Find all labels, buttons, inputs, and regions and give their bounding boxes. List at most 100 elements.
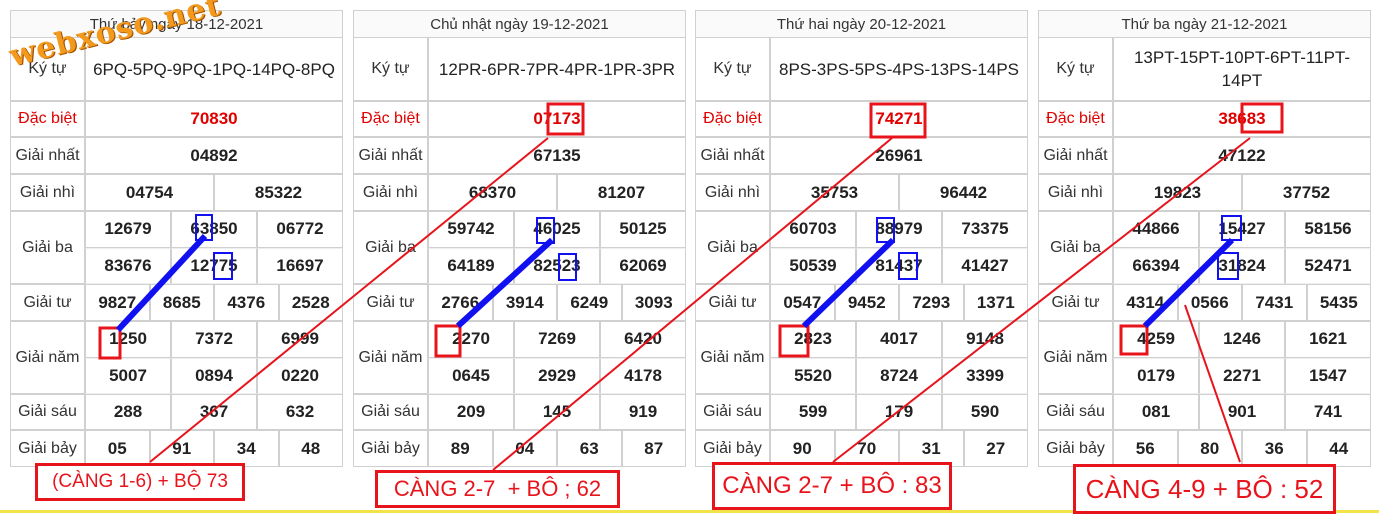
row-label: Giải bảy	[353, 430, 428, 467]
prize-number: 7269	[514, 321, 600, 358]
prize-number: 5007	[85, 357, 171, 394]
row-label: Đặc biệt	[695, 101, 770, 137]
prize-number: 70830	[85, 101, 343, 137]
row-label: Ký tự	[353, 37, 428, 101]
prize-number: 741	[1285, 394, 1371, 430]
table-title: Chủ nhật ngày 19-12-2021	[353, 10, 686, 38]
prize-number: 89	[428, 430, 493, 467]
row-label: Giải năm	[695, 321, 770, 394]
prize-number: 59742	[428, 211, 514, 248]
prize-number: 50539	[770, 247, 856, 284]
prize-number: 2271	[1199, 357, 1285, 394]
serial: 12PR-6PR-7PR-4PR-1PR-3PR	[428, 37, 686, 101]
row-label: Giải nhất	[1038, 137, 1113, 174]
row-label: Giải nhì	[695, 174, 770, 211]
prize-number: 9452	[834, 284, 899, 321]
prize-number: 8724	[856, 357, 942, 394]
row-label: Giải nhất	[353, 137, 428, 174]
prize-number: 4178	[600, 357, 686, 394]
row-label: Giải sáu	[695, 394, 770, 430]
prize-number: 4017	[856, 321, 942, 358]
prize-number: 19823	[1113, 174, 1242, 211]
prize-number: 52471	[1285, 247, 1371, 284]
prize-number: 4314	[1113, 284, 1178, 321]
prize-number: 12679	[85, 211, 171, 248]
prize-number: 1371	[963, 284, 1028, 321]
note: CÀNG 2-7 + BÔ ; 62	[375, 470, 620, 508]
note: CÀNG 4-9 + BÔ : 52	[1073, 464, 1336, 514]
prize-number: 3914	[492, 284, 557, 321]
prize-number: 37752	[1242, 174, 1371, 211]
prize-number: 2823	[770, 321, 856, 358]
row-label: Giải ba	[1038, 211, 1113, 284]
prize-number: 64189	[428, 247, 514, 284]
row-label: Giải nhì	[10, 174, 85, 211]
prize-number: 7293	[899, 284, 964, 321]
prize-number: 73375	[942, 211, 1028, 248]
prize-number: 44	[1306, 430, 1371, 467]
row-label: Ký tự	[695, 37, 770, 101]
prize-number: 2528	[278, 284, 343, 321]
prize-number: 7372	[171, 321, 257, 358]
prize-number: 5435	[1306, 284, 1371, 321]
prize-number: 6249	[557, 284, 622, 321]
prize-number: 1246	[1199, 321, 1285, 358]
prize-number: 96442	[899, 174, 1028, 211]
prize-number: 04892	[85, 137, 343, 174]
prize-number: 41427	[942, 247, 1028, 284]
row-label: Giải tư	[10, 284, 85, 321]
row-label: Giải tư	[353, 284, 428, 321]
prize-number: 60703	[770, 211, 856, 248]
prize-number: 63	[557, 430, 622, 467]
row-label: Giải nhất	[695, 137, 770, 174]
prize-number: 88979	[856, 211, 942, 248]
prize-number: 2270	[428, 321, 514, 358]
row-label: Giải năm	[10, 321, 85, 394]
prize-number: 7431	[1242, 284, 1307, 321]
row-label: Giải nhì	[353, 174, 428, 211]
prize-number: 85322	[214, 174, 343, 211]
table-title: Thứ hai ngày 20-12-2021	[695, 10, 1028, 38]
prize-number: 87	[621, 430, 686, 467]
row-label: Ký tự	[1038, 37, 1113, 101]
prize-number: 9148	[942, 321, 1028, 358]
prize-number: 8685	[149, 284, 214, 321]
prize-number: 2929	[514, 357, 600, 394]
row-label: Giải năm	[353, 321, 428, 394]
prize-number: 145	[514, 394, 600, 430]
prize-number: 50125	[600, 211, 686, 248]
prize-number: 46025	[514, 211, 600, 248]
prize-number: 07173	[428, 101, 686, 137]
row-label: Giải ba	[353, 211, 428, 284]
prize-number: 3093	[621, 284, 686, 321]
prize-number: 901	[1199, 394, 1285, 430]
prize-number: 6420	[600, 321, 686, 358]
prize-number: 66394	[1113, 247, 1199, 284]
prize-number: 209	[428, 394, 514, 430]
row-label: Giải nhì	[1038, 174, 1113, 211]
prize-number: 0547	[770, 284, 835, 321]
row-label: Giải nhất	[10, 137, 85, 174]
note: (CÀNG 1-6) + BỘ 73	[35, 463, 245, 501]
prize-number: 288	[85, 394, 171, 430]
prize-number: 5520	[770, 357, 856, 394]
prize-number: 48	[278, 430, 343, 467]
prize-number: 62069	[600, 247, 686, 284]
prize-number: 34	[214, 430, 279, 467]
prize-number: 919	[600, 394, 686, 430]
prize-number: 632	[257, 394, 343, 430]
prize-number: 4376	[214, 284, 279, 321]
prize-number: 27	[963, 430, 1028, 467]
prize-number: 06772	[257, 211, 343, 248]
row-label: Giải ba	[10, 211, 85, 284]
table-title: Thứ bảy ngày 18-12-2021	[10, 10, 343, 38]
prize-number: 0179	[1113, 357, 1199, 394]
prize-number: 58156	[1285, 211, 1371, 248]
prize-number: 590	[942, 394, 1028, 430]
prize-number: 81207	[557, 174, 686, 211]
row-label: Ký tự	[10, 37, 85, 101]
serial: 6PQ-5PQ-9PQ-1PQ-14PQ-8PQ	[85, 37, 343, 101]
prize-number: 67135	[428, 137, 686, 174]
